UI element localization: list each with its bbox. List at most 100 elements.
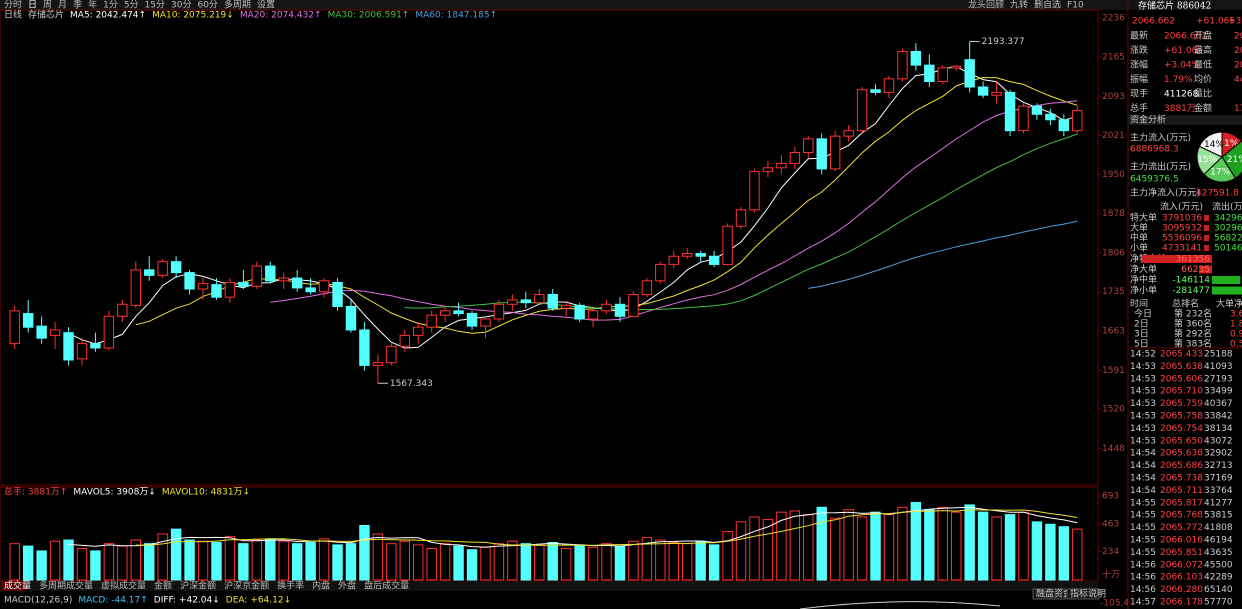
toolbar-button[interactable]: 30分 <box>171 0 191 11</box>
toolbar-button[interactable]: 1分 <box>103 0 118 11</box>
tab[interactable]: 虚拟成交量 <box>101 580 146 592</box>
tab[interactable]: 沪深金额 <box>180 580 216 592</box>
tab[interactable]: 金额 <box>154 580 172 592</box>
toolbar-button[interactable]: 月 <box>58 0 67 11</box>
quote-label: 量比 <box>1194 88 1212 100</box>
toolbar-button[interactable]: 龙头回顾 <box>968 0 1004 11</box>
inflow-label: 主力流入(万元) <box>1130 132 1191 144</box>
candle-body <box>103 315 115 349</box>
rank-period: 3日 <box>1134 329 1149 340</box>
quote-label: 最新 <box>1130 30 1148 42</box>
tab[interactable]: 外盘 <box>338 580 356 592</box>
candle-body <box>883 78 895 93</box>
volume-bar <box>762 518 774 581</box>
volume-bar <box>493 543 505 581</box>
candle-body <box>601 303 612 312</box>
candle-body <box>803 138 814 153</box>
tab[interactable]: 内盘 <box>312 580 330 592</box>
tab[interactable]: 盘后成交量 <box>364 580 409 592</box>
candle-body <box>735 209 747 227</box>
rank-value: 1.8 <box>1230 320 1242 330</box>
button[interactable]: 融盘资金 <box>1036 588 1072 600</box>
tick-volume: 32713 <box>1204 461 1233 471</box>
tick-time: 14:56 <box>1130 573 1156 583</box>
tab[interactable]: 沪深京金额 <box>224 580 269 592</box>
volume-bar <box>63 539 74 581</box>
candle-body <box>291 277 303 289</box>
tab[interactable]: 成交量 <box>4 580 31 592</box>
toolbar-button[interactable]: F10 <box>1067 1 1084 11</box>
candle-body <box>991 91 1002 96</box>
macd-curve <box>799 601 1001 609</box>
annotation: 1567.343 <box>390 379 433 389</box>
toolbar-button[interactable]: 15分 <box>145 0 165 11</box>
volume-bar <box>224 535 236 581</box>
quote-label: 开盘 <box>1194 30 1212 42</box>
volume-bar <box>789 510 801 581</box>
candle-body <box>1004 91 1016 132</box>
volume-bar <box>655 539 666 581</box>
quote-label: 总手 <box>1130 102 1148 114</box>
table-label: 大单 <box>1130 222 1148 234</box>
tick-price: 2065.711 <box>1160 486 1203 496</box>
volume-bar <box>843 509 854 581</box>
volume-bar <box>507 540 518 581</box>
y-tick-label: 2236 <box>1102 14 1125 24</box>
candle-body <box>614 303 626 317</box>
outflow-value: 6459376.5 <box>1130 175 1179 185</box>
tab[interactable]: 换手率 <box>277 580 304 592</box>
toolbar-button[interactable]: 60分 <box>197 0 217 11</box>
candle-body <box>910 50 922 66</box>
volume-bar <box>278 540 289 581</box>
tab[interactable]: 多周期成交量 <box>39 580 93 592</box>
volume-bar <box>90 550 101 581</box>
tick-volume: 41277 <box>1204 498 1233 508</box>
toolbar-button[interactable]: 5分 <box>124 0 139 11</box>
volume-bar <box>614 545 626 581</box>
volume-bar <box>735 521 747 581</box>
net-row-value: 361356 <box>1176 255 1211 265</box>
toolbar-button[interactable]: 日 <box>28 0 37 11</box>
volume-bar <box>291 543 303 581</box>
volume-bar <box>964 504 975 581</box>
volume-bar <box>695 540 706 581</box>
volume-bar <box>49 540 61 581</box>
candle-body <box>964 59 975 88</box>
volume-bar <box>36 550 47 581</box>
toolbar-button[interactable]: 多周期 <box>224 0 251 11</box>
tick-time: 14:53 <box>1130 399 1156 409</box>
toolbar-button[interactable]: 周 <box>43 0 52 11</box>
volume-legend: 总手: 3881万↑ <box>4 486 67 498</box>
toolbar-button[interactable]: 九转 <box>1010 0 1028 11</box>
candle-body <box>144 269 155 276</box>
volume-bar <box>439 543 451 581</box>
toolbar-button[interactable]: 删自选 <box>1034 0 1061 11</box>
quote-label: 最低 <box>1194 59 1212 71</box>
candle-body <box>493 303 505 320</box>
volume-bar <box>641 537 653 581</box>
macd-legend: MACD(12,26,9) <box>4 596 72 606</box>
tick-price: 2065.638 <box>1160 449 1203 459</box>
tick-price: 2065.433 <box>1160 350 1203 360</box>
candle-body <box>762 167 774 173</box>
toolbar-button[interactable]: 年 <box>88 0 97 11</box>
tick-volume: 41808 <box>1204 523 1233 533</box>
outflow-cell: 501461 <box>1214 244 1242 254</box>
candle-body <box>843 130 854 137</box>
toolbar-button[interactable]: 分时 <box>4 0 22 11</box>
pie-label: 11% <box>1218 139 1238 149</box>
volume-bar <box>466 549 478 581</box>
button[interactable]: 指标说明 <box>1070 588 1106 600</box>
volume-bar <box>951 511 962 581</box>
candle-body <box>655 263 666 282</box>
toolbar-button[interactable]: 季 <box>73 0 82 11</box>
button-frame[interactable] <box>1032 588 1066 600</box>
volume-bar <box>587 546 599 581</box>
tick-price: 2065.768 <box>1160 511 1203 521</box>
candle-body <box>76 343 88 360</box>
toolbar-button[interactable]: 设置 <box>257 0 275 11</box>
volume-bar <box>1058 526 1070 581</box>
button-frame[interactable] <box>1066 588 1100 600</box>
macd-scale-label: -105.4 <box>1100 599 1129 609</box>
y-tick-label: 234 <box>1102 547 1119 557</box>
